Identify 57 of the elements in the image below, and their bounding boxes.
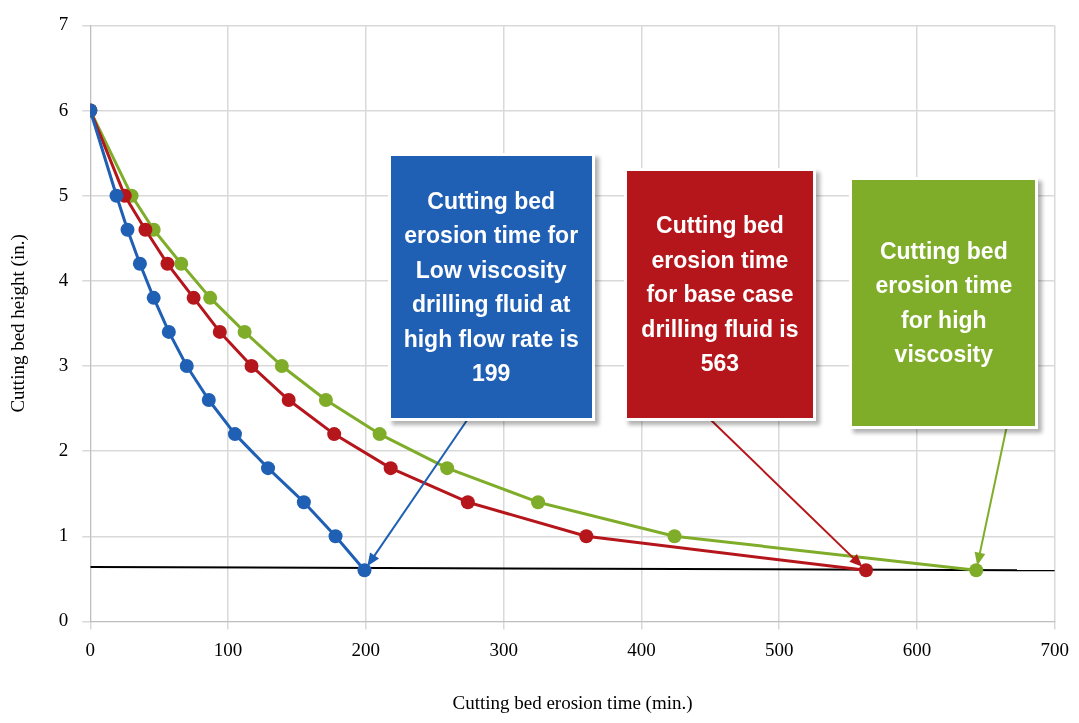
point [203,290,218,305]
point [261,461,276,476]
y-tick-label: 1 [58,524,69,546]
x-tick-label: 400 [627,638,656,660]
point [858,563,873,578]
callout-box: Cutting bed erosion time for high viscosity [849,176,1039,429]
point [318,393,333,408]
point [179,358,194,373]
y-tick-label: 5 [58,183,69,205]
x-tick-label: 500 [764,638,794,660]
point [579,529,594,544]
point [227,427,242,442]
point [237,324,252,339]
annotation: Cutting bed erosion time for high viscosity [874,236,1014,370]
x-tick-label: 200 [351,638,381,660]
y-tick-label: 7 [58,13,69,35]
point [328,529,343,544]
point [146,290,161,305]
point [667,529,682,544]
annotation: Cutting bed erosion time for base case drilling fluid is 563 [640,211,800,379]
y-tick-label: 3 [58,353,69,375]
y-tick-label: 4 [58,268,69,290]
x-tick-label: 300 [489,638,518,660]
x-tick-label: 100 [213,638,243,660]
y-tick-label: 2 [58,439,69,461]
x-tick-label: 600 [902,638,932,660]
point [327,427,342,442]
y-tick-label: 6 [58,98,69,120]
point [109,188,124,203]
point [201,393,216,408]
point [969,563,984,578]
point [383,461,398,476]
point [138,222,153,237]
point [531,495,546,510]
point [174,256,189,271]
point [440,461,455,476]
point [186,290,201,305]
x-tick-label: 0 [85,638,96,660]
point [132,256,147,271]
point [212,324,227,339]
point [281,393,296,408]
callout-box: Cutting bed erosion time for base case drilling fluid is 563 [623,167,817,422]
annotation: Cutting bed erosion time for Low viscosity drilling fluid at high flow rate is 199 [402,186,580,389]
point [244,358,259,373]
x-axis-title: Cutting bed erosion time (min.) [452,691,693,714]
callout-box: Cutting bed erosion time for Low viscosity drilling fluid at high flow rate is 199 [387,153,595,422]
point [160,256,175,271]
point [296,495,311,510]
point [357,563,372,578]
point [120,222,135,237]
y-tick-label: 0 [58,609,69,631]
x-tick-label: 700 [1040,638,1069,660]
point [161,324,176,339]
point [372,427,387,442]
point [460,495,475,510]
y-axis-title: Cutting bed height (in.) [7,234,30,413]
point [274,358,289,373]
